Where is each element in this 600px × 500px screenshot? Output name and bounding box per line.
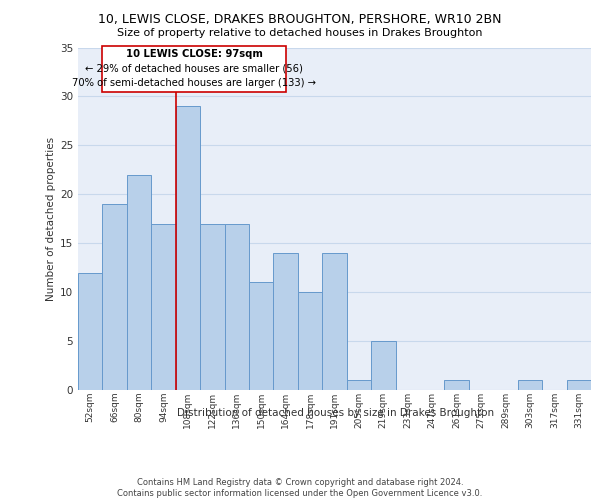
Bar — [347, 380, 371, 390]
Text: 10 LEWIS CLOSE: 97sqm: 10 LEWIS CLOSE: 97sqm — [125, 49, 262, 59]
Bar — [127, 174, 151, 390]
Text: Size of property relative to detached houses in Drakes Broughton: Size of property relative to detached ho… — [117, 28, 483, 38]
Bar — [200, 224, 224, 390]
Bar — [103, 204, 127, 390]
Bar — [518, 380, 542, 390]
Bar — [176, 106, 200, 390]
Text: Contains HM Land Registry data © Crown copyright and database right 2024.
Contai: Contains HM Land Registry data © Crown c… — [118, 478, 482, 498]
Bar — [445, 380, 469, 390]
Text: 70% of semi-detached houses are larger (133) →: 70% of semi-detached houses are larger (… — [72, 78, 316, 88]
Bar — [151, 224, 176, 390]
Text: ← 29% of detached houses are smaller (56): ← 29% of detached houses are smaller (56… — [85, 64, 303, 74]
Bar — [224, 224, 249, 390]
Bar — [371, 341, 395, 390]
Y-axis label: Number of detached properties: Number of detached properties — [46, 136, 56, 301]
Bar — [249, 282, 274, 390]
Bar — [566, 380, 591, 390]
Text: 10, LEWIS CLOSE, DRAKES BROUGHTON, PERSHORE, WR10 2BN: 10, LEWIS CLOSE, DRAKES BROUGHTON, PERSH… — [98, 12, 502, 26]
Text: Distribution of detached houses by size in Drakes Broughton: Distribution of detached houses by size … — [178, 408, 494, 418]
Bar — [298, 292, 322, 390]
FancyBboxPatch shape — [103, 46, 286, 92]
Bar — [78, 272, 103, 390]
Bar — [322, 253, 347, 390]
Bar — [274, 253, 298, 390]
